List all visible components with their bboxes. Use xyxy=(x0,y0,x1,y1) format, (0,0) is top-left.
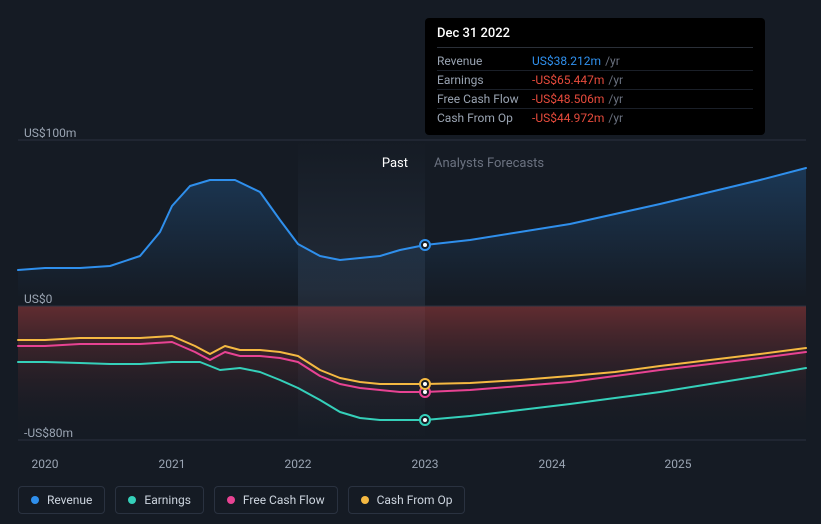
chart-tooltip: Dec 31 2022 RevenueUS$38.212m/yrEarnings… xyxy=(425,18,765,135)
tooltip-row-label: Earnings xyxy=(437,73,532,87)
legend-item-label: Cash From Op xyxy=(377,493,453,507)
tooltip-row-value: US$38.212m xyxy=(532,54,601,68)
chart-legend: Revenue Earnings Free Cash Flow Cash From O… xyxy=(18,486,465,514)
tooltip-row-value: -US$65.447m xyxy=(532,73,604,87)
tooltip-row-value: -US$48.506m xyxy=(532,92,604,106)
tooltip-title: Dec 31 2022 xyxy=(437,26,753,48)
tooltip-row-unit: /yr xyxy=(608,92,623,106)
tooltip-row-value: -US$44.972m xyxy=(532,111,604,125)
tooltip-row-unit: /yr xyxy=(605,54,620,68)
past-label: Past xyxy=(382,156,408,171)
legend-item-earnings[interactable]: Earnings xyxy=(115,486,204,514)
tooltip-row-label: Revenue xyxy=(437,54,532,68)
tooltip-row: Free Cash Flow-US$48.506m/yr xyxy=(437,90,753,109)
y-axis-label: US$100m xyxy=(24,126,76,140)
legend-item-cash-from-op[interactable]: Cash From Op xyxy=(348,486,466,514)
tooltip-row-unit: /yr xyxy=(608,111,623,125)
legend-dot-icon xyxy=(361,496,369,504)
tooltip-row: Cash From Op-US$44.972m/yr xyxy=(437,109,753,127)
x-axis-label: 2020 xyxy=(32,457,59,471)
legend-item-label: Earnings xyxy=(144,493,191,507)
x-axis-label: 2022 xyxy=(285,457,312,471)
tooltip-row: RevenueUS$38.212m/yr xyxy=(437,52,753,71)
legend-item-revenue[interactable]: Revenue xyxy=(18,486,105,514)
legend-dot-icon xyxy=(31,496,39,504)
legend-item-free-cash-flow[interactable]: Free Cash Flow xyxy=(214,486,338,514)
tooltip-row-unit: /yr xyxy=(608,73,623,87)
y-axis-label: US$0 xyxy=(24,292,52,306)
legend-dot-icon xyxy=(128,496,136,504)
x-axis-label: 2021 xyxy=(159,457,186,471)
legend-item-label: Free Cash Flow xyxy=(243,493,325,507)
y-axis-label: -US$80m xyxy=(24,426,73,440)
legend-item-label: Revenue xyxy=(47,493,92,507)
tooltip-row-label: Free Cash Flow xyxy=(437,92,532,106)
forecast-label: Analysts Forecasts xyxy=(434,156,544,171)
forecast-chart: Dec 31 2022 RevenueUS$38.212m/yrEarnings… xyxy=(0,0,821,524)
x-axis-label: 2025 xyxy=(665,457,692,471)
tooltip-row: Earnings-US$65.447m/yr xyxy=(437,71,753,90)
tooltip-row-label: Cash From Op xyxy=(437,111,532,125)
legend-dot-icon xyxy=(227,496,235,504)
x-axis-label: 2023 xyxy=(412,457,439,471)
x-axis-label: 2024 xyxy=(539,457,566,471)
